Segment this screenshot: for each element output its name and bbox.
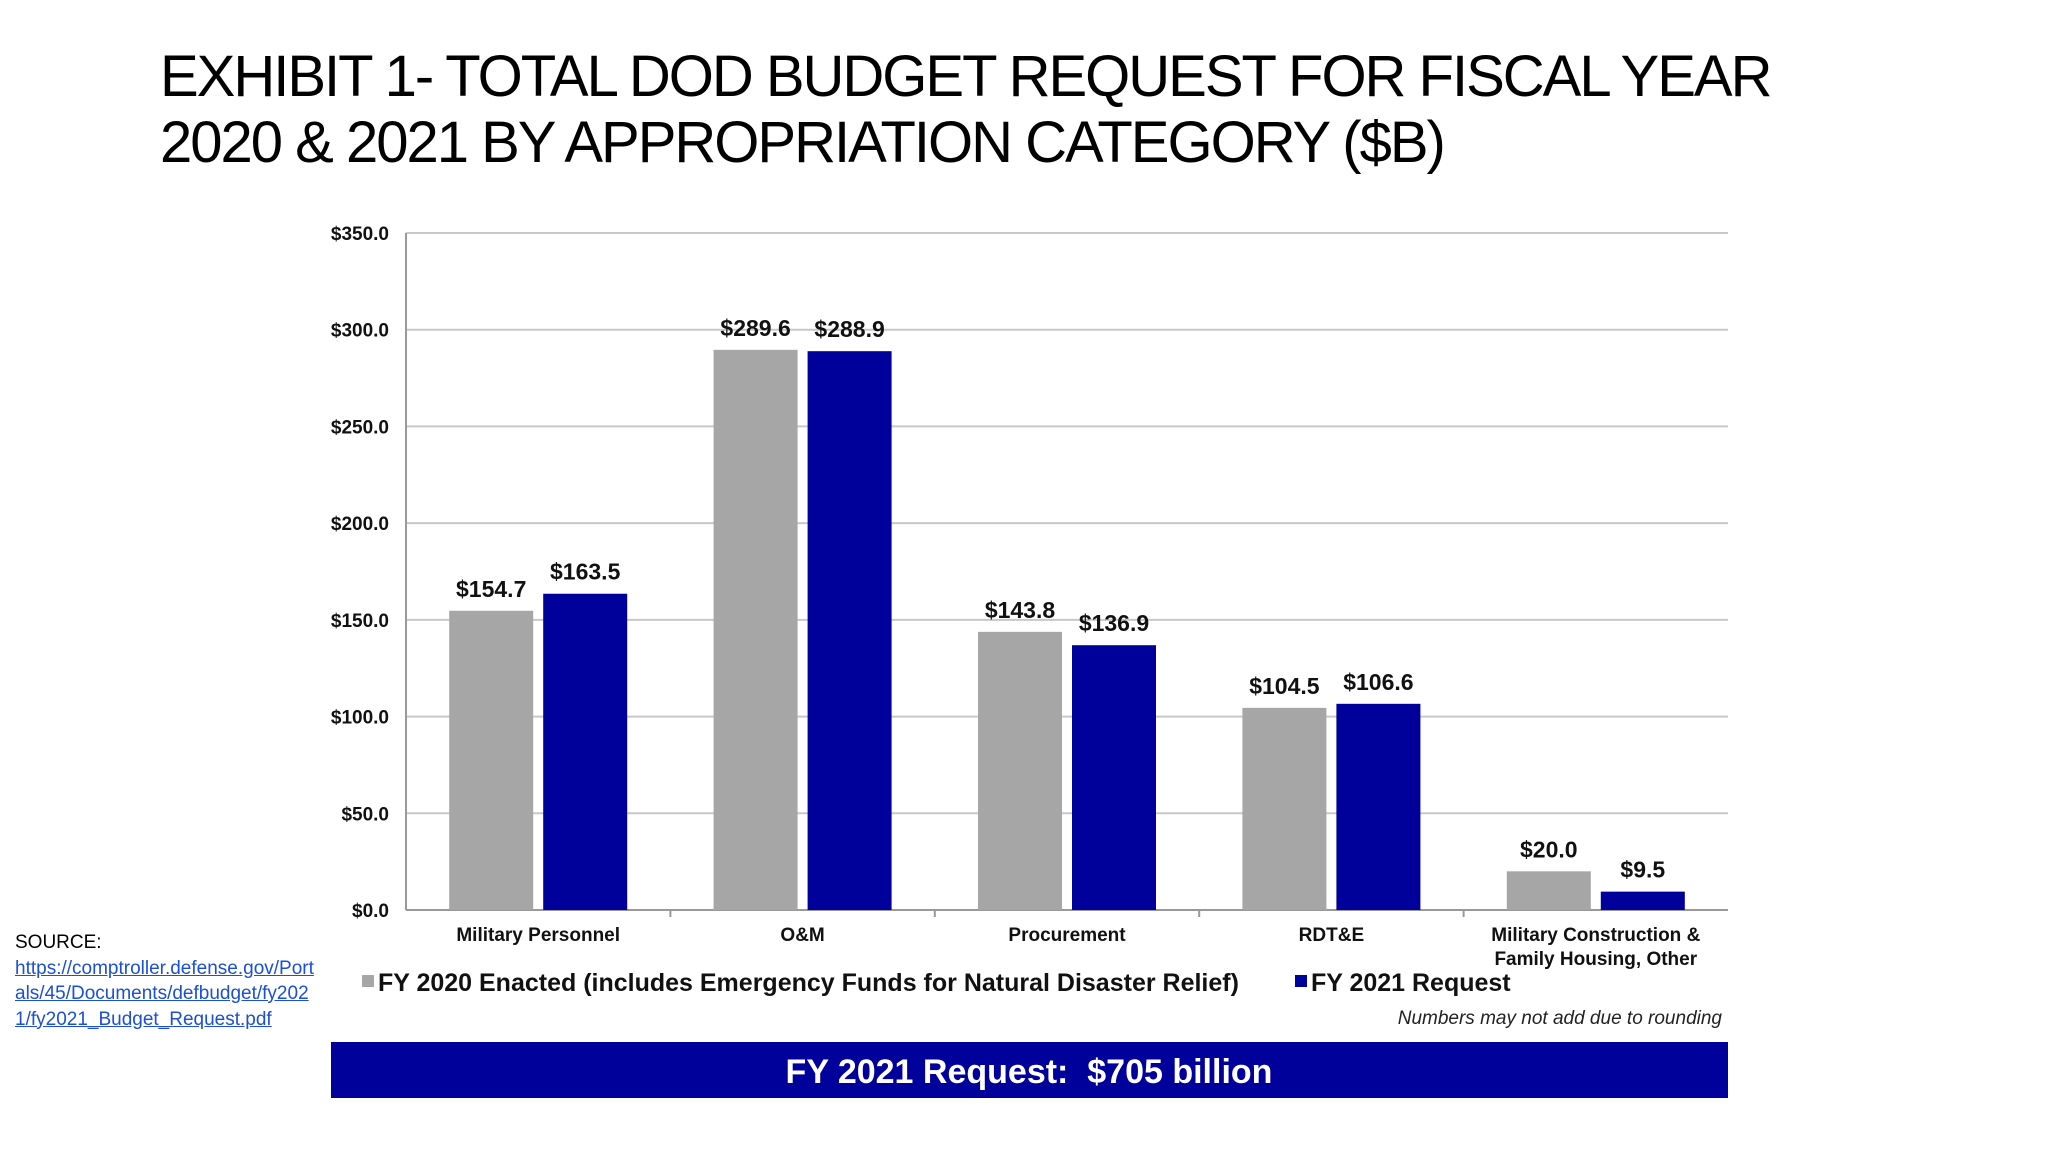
y-tick-label: $0.0	[352, 901, 389, 922]
x-category-label: Military Construction &	[1491, 925, 1700, 946]
legend-label: FY 2020 Enacted (includes Emergency Fund…	[378, 969, 1239, 997]
source-label: SOURCE:	[15, 932, 102, 953]
x-category-label: RDT&E	[1299, 925, 1364, 946]
y-tick-label: $100.0	[331, 708, 389, 729]
chart-legend: FY 2020 Enacted (includes Emergency Fund…	[362, 969, 1511, 997]
bar-fy2020	[978, 631, 1062, 910]
bar-layer	[449, 349, 1685, 911]
slide-title-line-1: EXHIBIT 1- TOTAL DOD BUDGET REQUEST FOR …	[160, 44, 1772, 109]
data-label: $104.5	[1249, 673, 1320, 699]
y-tick-label: $50.0	[341, 804, 389, 825]
bar-fy2020	[1506, 871, 1591, 910]
axis-layer: $0.0 $50.0 $100.0 $150.0 $200.0 $250.0 $300.0 $…	[331, 224, 1728, 970]
legend-swatch	[1295, 975, 1307, 987]
x-category-label: Military Personnel	[456, 925, 620, 946]
data-label: $9.5	[1620, 857, 1665, 883]
source-note: SOURCE: https://comptroller.defense.gov/…	[15, 930, 315, 1032]
bar-fy2020	[713, 349, 798, 910]
y-tick-label: $350.0	[331, 224, 389, 245]
legend-swatch	[362, 975, 374, 987]
bar-fy2021	[1336, 703, 1421, 910]
x-category-label: Procurement	[1008, 925, 1126, 946]
rounding-note: Numbers may not add due to rounding	[1398, 1008, 1723, 1029]
y-tick-label: $300.0	[331, 321, 389, 342]
legend-label: FY 2021 Request	[1311, 969, 1511, 997]
y-tick-label: $150.0	[331, 611, 389, 632]
slide-title: EXHIBIT 1- TOTAL DOD BUDGET REQUEST FOR …	[160, 44, 1960, 176]
y-tick-label: $200.0	[331, 514, 389, 535]
bar-fy2021	[1072, 645, 1156, 910]
data-label: $289.6	[720, 315, 790, 341]
data-label: $136.9	[1079, 610, 1149, 636]
source-link[interactable]: https://comptroller.defense.gov/Portals/…	[15, 957, 314, 1030]
bar-fy2021	[1600, 891, 1685, 910]
total-banner-text: FY 2021 Request: $705 billion	[786, 1053, 1273, 1091]
x-category-label: O&M	[780, 925, 824, 946]
label-layer: $154.7 $163.5 $289.6 $288.9 $143.8 $136.9 $104…	[456, 315, 1665, 883]
bar-fy2020	[1242, 707, 1327, 910]
data-label: $143.8	[985, 597, 1056, 623]
data-label: $154.7	[456, 576, 526, 602]
data-label: $163.5	[550, 559, 621, 585]
slide-title-line-2: 2020 & 2021 BY APPROPRIATION CATEGORY ($…	[160, 110, 1446, 175]
bar-fy2021	[543, 593, 628, 910]
y-tick-label: $250.0	[331, 417, 389, 438]
bar-fy2021	[807, 351, 892, 911]
data-label: $20.0	[1520, 836, 1578, 862]
bar-fy2020	[449, 610, 534, 910]
data-label: $288.9	[814, 316, 884, 342]
x-category-label: Family Housing, Other	[1494, 949, 1697, 970]
data-label: $106.6	[1343, 669, 1413, 695]
total-banner	[331, 1042, 1728, 1098]
